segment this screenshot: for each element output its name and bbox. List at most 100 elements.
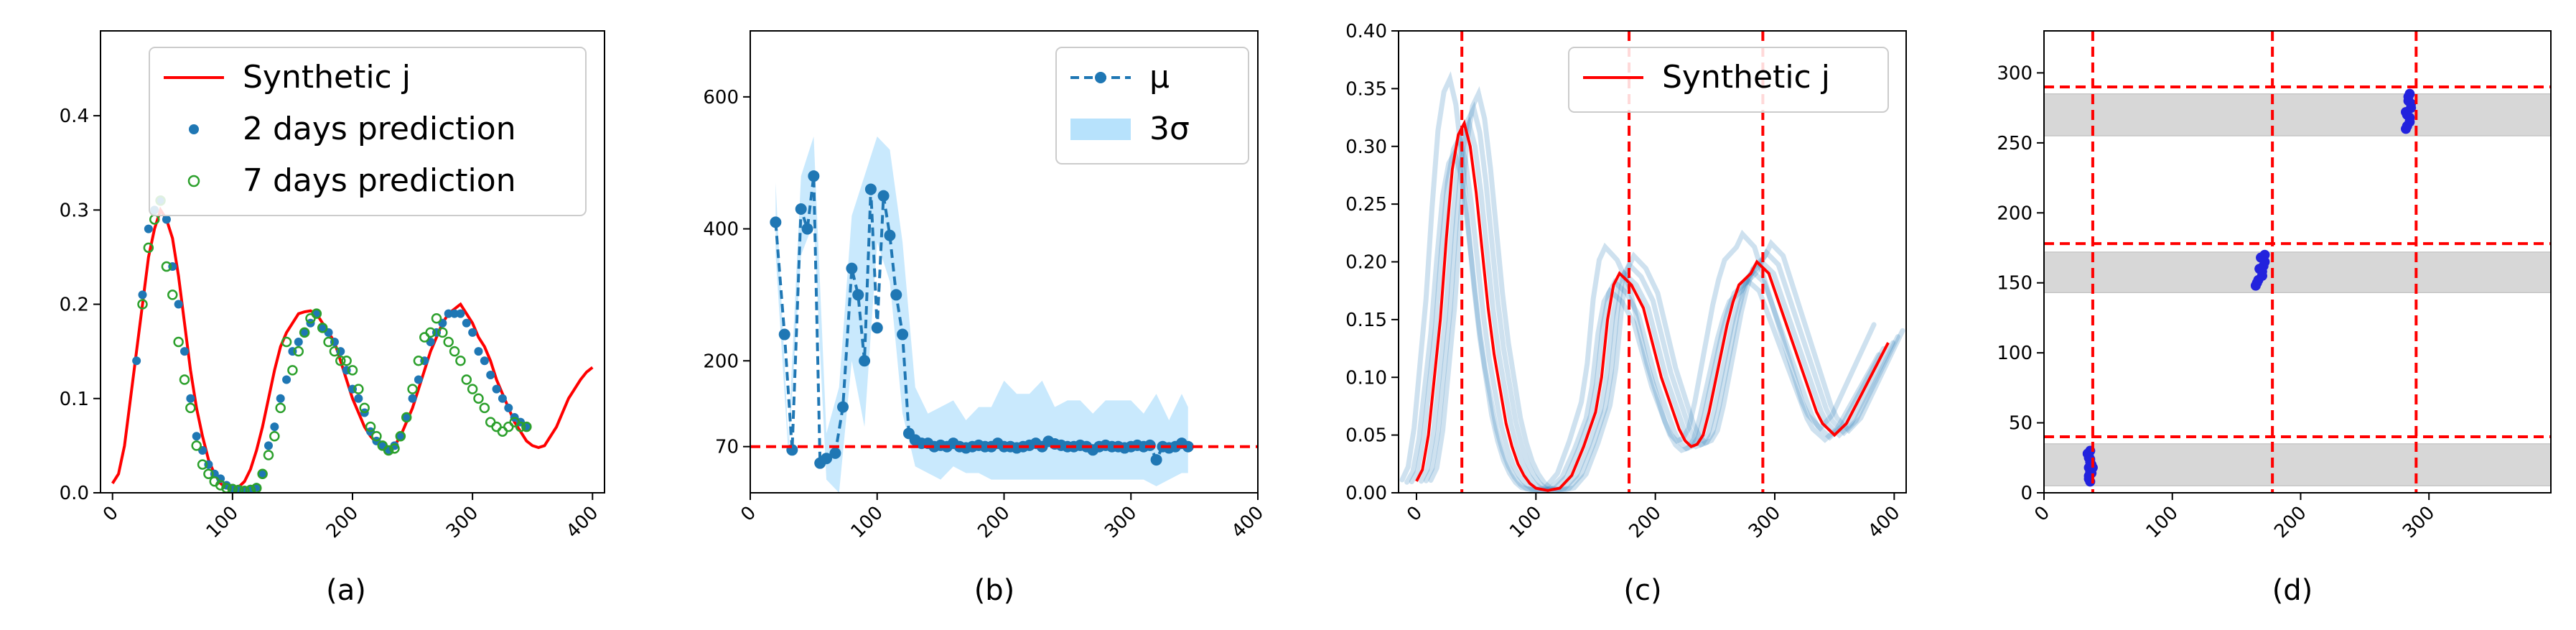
data-point <box>402 413 411 422</box>
x-tick-label: 300 <box>1745 502 1785 542</box>
data-point <box>318 323 327 333</box>
data-point <box>162 215 171 224</box>
plot-area <box>1399 31 1905 493</box>
x-tick-label: 200 <box>1625 502 1665 542</box>
y-tick-label: 0.20 <box>1345 252 1387 274</box>
data-point <box>138 290 147 300</box>
data-point <box>2254 264 2265 274</box>
y-tick-label: 0.10 <box>1345 367 1387 389</box>
shaded-band-1 <box>2044 251 2551 293</box>
x-tick-label: 100 <box>2142 502 2183 542</box>
data-point-open <box>341 356 352 366</box>
data-point-open <box>269 431 280 442</box>
data-point <box>396 432 405 441</box>
data-point-open <box>239 486 250 493</box>
x-tick-label: 400 <box>1864 502 1904 542</box>
y-tick-label: 0.40 <box>1345 21 1387 42</box>
mu-point <box>808 170 820 182</box>
y-tick-label: 100 <box>1997 343 2033 364</box>
x-tick-label: 300 <box>2399 502 2439 542</box>
data-point-open <box>167 289 178 300</box>
data-point-open <box>287 365 298 376</box>
mu-point <box>852 289 864 301</box>
x-tick-label: 300 <box>1101 502 1141 542</box>
data-point <box>444 309 453 318</box>
data-point-open <box>263 450 274 460</box>
data-point <box>294 338 303 347</box>
legend-box <box>1568 47 1889 113</box>
data-point <box>264 441 273 450</box>
prediction-trajectory-4 <box>1428 86 1905 493</box>
data-point-open <box>515 421 526 432</box>
data-point-open <box>329 346 340 357</box>
x-tick-label: 0 <box>2030 502 2054 526</box>
data-point-open <box>233 484 244 493</box>
data-point-open <box>227 483 238 493</box>
data-point-open <box>335 356 346 366</box>
x-tick-label: 200 <box>322 502 363 542</box>
prediction-trajectory-1 <box>1409 131 1886 493</box>
mu-point <box>859 355 871 367</box>
data-point-open <box>407 384 418 394</box>
mu-point <box>801 223 813 235</box>
data-point-open <box>203 468 214 480</box>
data-point-open <box>449 346 460 357</box>
x-tick-label: 100 <box>1506 502 1546 542</box>
data-point-open <box>479 402 490 414</box>
x-tick-label: 300 <box>442 502 482 542</box>
y-tick-label: 300 <box>1997 62 2033 84</box>
data-point-open <box>197 459 208 470</box>
x-tick-label: 200 <box>2270 502 2310 542</box>
data-point-open <box>467 384 478 394</box>
mu-point <box>897 328 909 341</box>
data-point <box>2404 88 2415 99</box>
data-point-open <box>455 356 466 366</box>
data-point <box>2404 112 2415 123</box>
legend-swatch-open-dot <box>187 175 200 187</box>
data-point-open <box>281 336 292 348</box>
prediction-trajectory-0 <box>1404 146 1882 493</box>
y-tick-label: 400 <box>703 219 739 241</box>
data-point <box>354 394 363 403</box>
data-point-open <box>383 445 394 456</box>
mu-point <box>1182 440 1194 453</box>
data-point <box>144 224 153 233</box>
legend-label: Synthetic j <box>243 59 411 96</box>
shaded-band-2 <box>2044 93 2551 136</box>
data-point <box>180 347 189 356</box>
data-point-open <box>425 327 436 338</box>
data-point <box>468 328 477 337</box>
data-point-open <box>293 346 304 357</box>
x-tick-label: 400 <box>1228 502 1268 542</box>
data-point <box>480 356 489 366</box>
y-tick-label: 150 <box>1997 273 2033 295</box>
data-point-open <box>461 374 472 385</box>
mu-point <box>864 183 877 195</box>
data-point <box>456 309 465 318</box>
y-tick-label: 50 <box>2009 413 2033 435</box>
prediction-trajectory-2 <box>1419 116 1896 493</box>
data-point <box>300 328 309 337</box>
data-point <box>174 300 183 309</box>
plot-area <box>111 195 594 493</box>
y-tick-label: 200 <box>1997 203 2033 224</box>
data-point-open <box>347 365 358 376</box>
legend: Synthetic j 2 days prediction 7 days predi… <box>149 47 587 216</box>
data-point-open <box>323 336 334 348</box>
data-point-open <box>299 327 310 338</box>
data-point <box>270 422 279 432</box>
x-tick-label: 0 <box>737 502 760 526</box>
mu-point <box>837 401 849 413</box>
mu-point <box>829 447 841 459</box>
data-point <box>192 432 201 441</box>
panel-caption: (b) <box>974 574 1015 607</box>
data-point <box>504 403 513 412</box>
data-point <box>132 356 141 366</box>
mu-point <box>877 190 890 202</box>
panel-a: 0 100 200 300 400 0.0 0.1 0.2 0.3 0.4 (a) Synthetic… <box>60 30 605 607</box>
data-point <box>276 394 285 403</box>
data-point <box>498 394 507 403</box>
data-point-open <box>389 443 400 454</box>
panel-c: 0 100 200 300 400 0.00 0.05 0.10 0.15 0.20 0.25 0.3… <box>1345 21 1907 607</box>
